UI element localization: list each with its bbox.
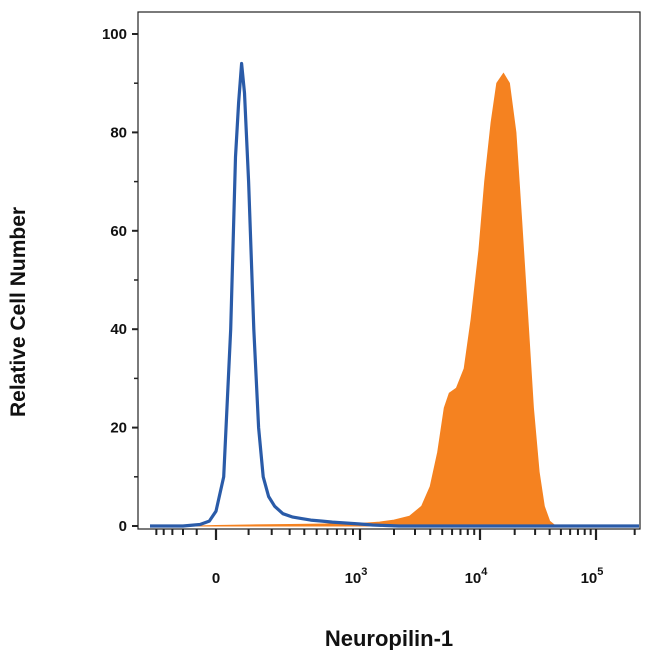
x-axis-label: Neuropilin-1 bbox=[325, 626, 453, 650]
y-tick-label: 100 bbox=[102, 26, 127, 43]
y-tick-label: 80 bbox=[110, 124, 127, 141]
histogram-outline-0 bbox=[150, 61, 639, 528]
x-tick-label: 104 bbox=[465, 566, 489, 587]
x-tick-base: 10 bbox=[345, 570, 362, 587]
x-tick-exponent: 4 bbox=[481, 566, 488, 578]
y-tick-label: 0 bbox=[119, 518, 127, 535]
x-tick-label: 103 bbox=[345, 566, 368, 587]
y-axis-label: Relative Cell Number bbox=[7, 207, 30, 417]
x-tick-exponent: 5 bbox=[597, 566, 603, 578]
y-tick-label: 60 bbox=[110, 223, 127, 240]
x-axis: 0 103 104 105 bbox=[155, 529, 636, 587]
x-tick-base: 0 bbox=[212, 570, 220, 587]
x-tick-label: 0 bbox=[212, 570, 220, 587]
x-tick-exponent: 3 bbox=[361, 566, 367, 578]
y-tick-label: 20 bbox=[110, 420, 127, 437]
series-layer bbox=[150, 61, 639, 528]
x-tick-base: 10 bbox=[465, 570, 482, 587]
y-axis: 0 20 40 60 80 100 bbox=[102, 26, 138, 535]
plot-frame bbox=[137, 11, 641, 530]
y-tick-label: 40 bbox=[110, 321, 127, 338]
x-tick-base: 10 bbox=[581, 570, 598, 587]
x-tick-label: 105 bbox=[581, 566, 604, 587]
